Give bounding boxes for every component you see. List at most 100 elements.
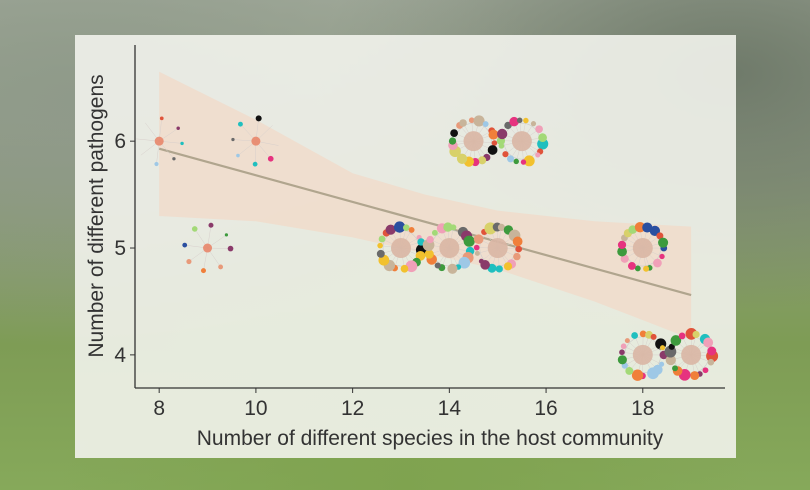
data-point-network	[448, 115, 499, 167]
data-point-network	[664, 328, 719, 381]
network-node	[624, 338, 630, 344]
network-node	[515, 245, 523, 253]
network-node	[650, 333, 657, 340]
data-point-network	[473, 222, 523, 273]
network-node	[224, 233, 229, 237]
data-point-network	[136, 116, 184, 167]
network-node	[385, 224, 396, 235]
network-node	[236, 153, 240, 158]
network-node	[672, 365, 678, 372]
network-node	[218, 264, 224, 270]
network-node	[617, 355, 627, 365]
network-node	[659, 345, 666, 351]
network-node	[513, 158, 519, 165]
y-tick-label: 6	[114, 130, 126, 153]
network-node	[463, 235, 475, 247]
network-node	[159, 116, 164, 121]
network-node	[255, 115, 262, 122]
network-node	[478, 156, 487, 165]
network-node	[478, 258, 484, 264]
network-node	[443, 222, 453, 232]
x-tick-label: 8	[153, 397, 165, 420]
network-node	[658, 237, 669, 248]
network-node	[617, 240, 627, 250]
network-node	[434, 262, 441, 269]
x-axis-label: Number of different species in the host …	[197, 427, 664, 450]
network-node	[497, 223, 506, 231]
network-node	[180, 141, 184, 146]
network-node	[537, 138, 549, 150]
network-node	[653, 258, 662, 268]
network-node	[631, 332, 638, 339]
network-node	[208, 222, 214, 228]
network-node	[523, 117, 529, 124]
network-node	[625, 367, 634, 375]
network-node	[378, 235, 386, 243]
network-node	[670, 335, 682, 346]
network-node	[659, 253, 665, 260]
network-node	[447, 263, 458, 274]
network-node	[456, 153, 468, 164]
network-node	[535, 152, 541, 158]
x-tick-label: 18	[631, 397, 654, 420]
network-node	[507, 155, 515, 163]
network-node	[468, 117, 475, 124]
network-node	[509, 116, 519, 127]
network-node	[431, 229, 438, 236]
network-node	[176, 126, 180, 130]
network-node	[665, 354, 676, 366]
x-tick-label: 16	[534, 397, 557, 420]
network-node	[459, 119, 467, 127]
network-node	[400, 264, 409, 273]
x-tick-label: 14	[438, 397, 462, 420]
network-node	[642, 222, 653, 233]
data-point-network	[617, 330, 669, 381]
network-node	[487, 145, 498, 155]
network-node	[634, 265, 641, 272]
network-node	[482, 121, 489, 127]
network-node	[186, 258, 192, 265]
network-center-node	[203, 243, 213, 253]
x-tick-label: 12	[341, 397, 364, 420]
data-point-network	[231, 115, 279, 167]
network-node	[703, 337, 714, 348]
network-node	[267, 155, 274, 162]
data-point-network	[496, 116, 549, 167]
network-node	[227, 245, 234, 252]
network-node	[231, 137, 235, 142]
network-node	[702, 367, 709, 374]
network-node	[474, 250, 480, 256]
network-node	[473, 234, 484, 245]
confidence-band	[159, 71, 692, 339]
network-node	[520, 159, 527, 165]
network-node	[628, 225, 637, 234]
network-center-node	[632, 344, 653, 365]
network-node	[426, 235, 434, 244]
network-node	[403, 224, 410, 231]
network-node	[172, 157, 176, 161]
network-node	[627, 262, 636, 270]
network-center-node	[251, 136, 261, 146]
network-node	[182, 242, 188, 248]
network-node	[538, 133, 547, 143]
network-node	[377, 242, 383, 249]
network-node	[620, 254, 629, 263]
network-node	[647, 367, 659, 380]
regression-line	[158, 147, 692, 297]
network-node	[707, 358, 715, 366]
network-node	[639, 330, 647, 338]
network-center-node	[681, 344, 702, 365]
network-center-node	[154, 136, 164, 146]
network-node	[516, 117, 523, 124]
network-node	[502, 151, 509, 158]
network-node	[191, 226, 198, 232]
network-node	[690, 371, 700, 381]
y-tick-label: 4	[114, 344, 126, 367]
network-node	[448, 137, 457, 145]
network-node	[503, 262, 513, 271]
data-point-network	[422, 222, 475, 274]
network-node	[619, 349, 625, 356]
data-point-network	[182, 222, 234, 274]
network-node	[620, 343, 627, 350]
